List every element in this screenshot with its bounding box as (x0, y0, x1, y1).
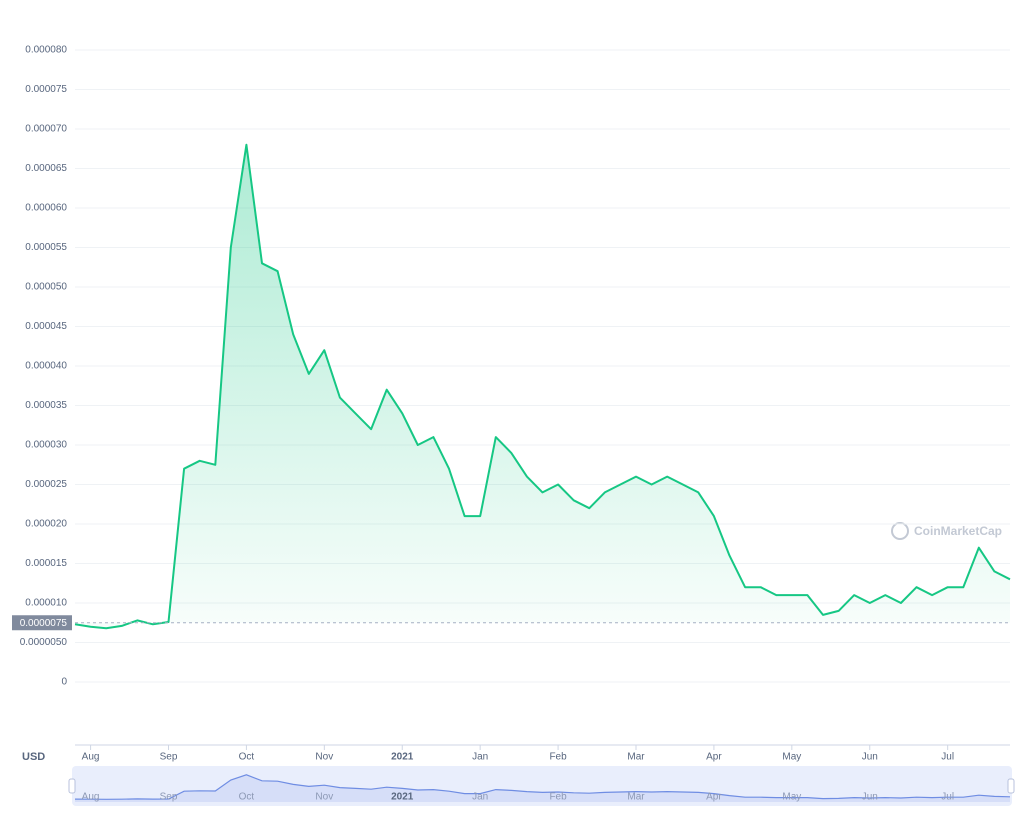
navigator-tick-label: Feb (549, 792, 567, 803)
y-tick-label: 0.000080 (25, 45, 67, 56)
x-tick-label: May (782, 752, 801, 763)
x-tick-label: Jun (862, 752, 878, 763)
y-tick-label: 0.000010 (25, 598, 67, 609)
navigator-tick-label: Jul (941, 792, 954, 803)
x-tick-label: Mar (627, 752, 645, 763)
navigator-tick-label: Mar (627, 792, 645, 803)
y-tick-label: 0.000035 (25, 400, 67, 411)
navigator-tick-label: Jan (472, 792, 488, 803)
navigator-handle[interactable] (1007, 778, 1015, 794)
x-tick-label: Apr (706, 752, 722, 763)
area-fill (75, 144, 1010, 629)
y-tick-label: 0.0000050 (20, 637, 68, 648)
navigator-tick-label: May (782, 792, 801, 803)
y-tick-label: 0.000025 (25, 479, 67, 490)
y-tick-label: 0 (61, 677, 67, 688)
navigator-area (75, 774, 1010, 802)
current-price-box (12, 615, 72, 631)
x-tick-label: Sep (160, 752, 178, 763)
x-tick-label: 2021 (391, 752, 414, 763)
navigator-line (74, 774, 1011, 800)
y-tick-label: 0.000075 (25, 84, 67, 95)
navigator-tick-label: Apr (706, 792, 722, 803)
x-tick-label: Aug (82, 752, 100, 763)
y-tick-label: 0.000070 (25, 124, 67, 135)
watermark-logo (891, 522, 909, 540)
navigator-tick-label: Nov (315, 792, 333, 803)
y-tick-label: 0.000015 (25, 558, 67, 569)
x-tick-label: Jan (472, 752, 488, 763)
navigator-tick-label: Aug (82, 792, 100, 803)
y-tick-label: 0.000055 (25, 242, 67, 253)
currency-label: USD (22, 751, 45, 763)
navigator-tick-label: 2021 (391, 792, 414, 803)
x-tick-label: Jul (941, 752, 954, 763)
navigator-handle[interactable] (68, 778, 76, 794)
navigator-tick-label: Jun (862, 792, 878, 803)
y-tick-label: 0.000020 (25, 519, 67, 530)
y-tick-label: 0.000030 (25, 440, 67, 451)
y-tick-label: 0.000040 (25, 361, 67, 372)
y-tick-label: 0.000060 (25, 203, 67, 214)
price-line (74, 143, 1011, 630)
y-tick-label: 0.000050 (25, 282, 67, 293)
watermark: CoinMarketCap (891, 522, 1002, 540)
navigator-tick-label: Sep (160, 792, 178, 803)
y-tick-label: 0.000065 (25, 163, 67, 174)
x-tick-label: Feb (549, 752, 567, 763)
x-tick-label: Oct (239, 752, 255, 763)
navigator-tick-label: Oct (239, 792, 255, 803)
x-tick-label: Nov (315, 752, 333, 763)
y-tick-label: 0.000045 (25, 321, 67, 332)
current-price-label: 0.0000075 (20, 618, 68, 629)
watermark-text: CoinMarketCap (914, 524, 1002, 538)
